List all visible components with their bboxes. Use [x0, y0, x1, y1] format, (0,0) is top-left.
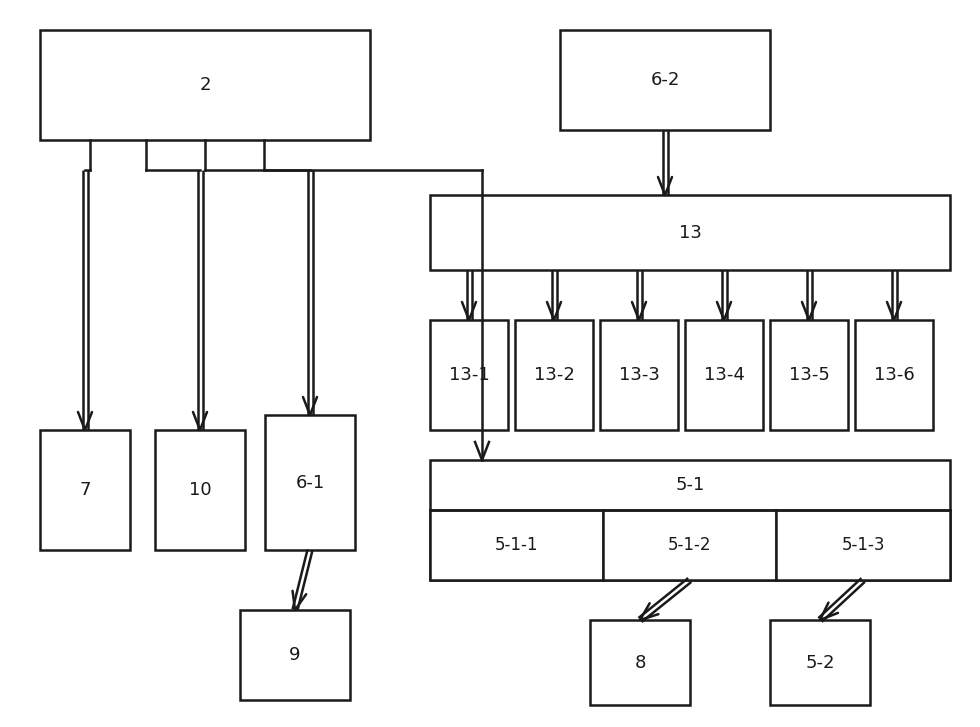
Text: 13-4: 13-4 — [704, 366, 745, 384]
Text: 13: 13 — [678, 223, 702, 241]
Text: 9: 9 — [289, 646, 301, 664]
Bar — [430, 320, 508, 430]
Bar — [603, 510, 776, 580]
Bar — [515, 320, 593, 430]
Text: 13-6: 13-6 — [873, 366, 914, 384]
Bar — [240, 610, 350, 700]
Bar — [430, 460, 950, 580]
Text: 5-1-3: 5-1-3 — [842, 537, 885, 554]
Bar — [770, 620, 870, 705]
Bar — [685, 320, 763, 430]
Text: 5-1-1: 5-1-1 — [495, 537, 538, 554]
Text: 13-1: 13-1 — [449, 366, 489, 384]
Bar — [560, 30, 770, 130]
Text: 5-1: 5-1 — [675, 476, 705, 494]
Bar — [770, 320, 848, 430]
Bar — [590, 620, 690, 705]
Text: 2: 2 — [199, 76, 211, 94]
Text: 5-1-2: 5-1-2 — [668, 537, 711, 554]
Text: 6-1: 6-1 — [295, 473, 324, 491]
Text: 6-2: 6-2 — [651, 71, 680, 89]
Bar — [265, 415, 355, 550]
Text: 5-2: 5-2 — [806, 654, 835, 672]
Bar — [155, 430, 245, 550]
Bar — [430, 510, 603, 580]
Bar — [855, 320, 933, 430]
Bar — [40, 430, 130, 550]
Text: 10: 10 — [189, 481, 212, 499]
Text: 13-5: 13-5 — [789, 366, 829, 384]
Text: 7: 7 — [79, 481, 91, 499]
Text: 13-2: 13-2 — [533, 366, 574, 384]
Bar — [40, 30, 370, 140]
Text: 8: 8 — [634, 654, 646, 672]
Bar — [430, 195, 950, 270]
Bar — [776, 510, 950, 580]
Text: 13-3: 13-3 — [618, 366, 660, 384]
Bar — [600, 320, 678, 430]
